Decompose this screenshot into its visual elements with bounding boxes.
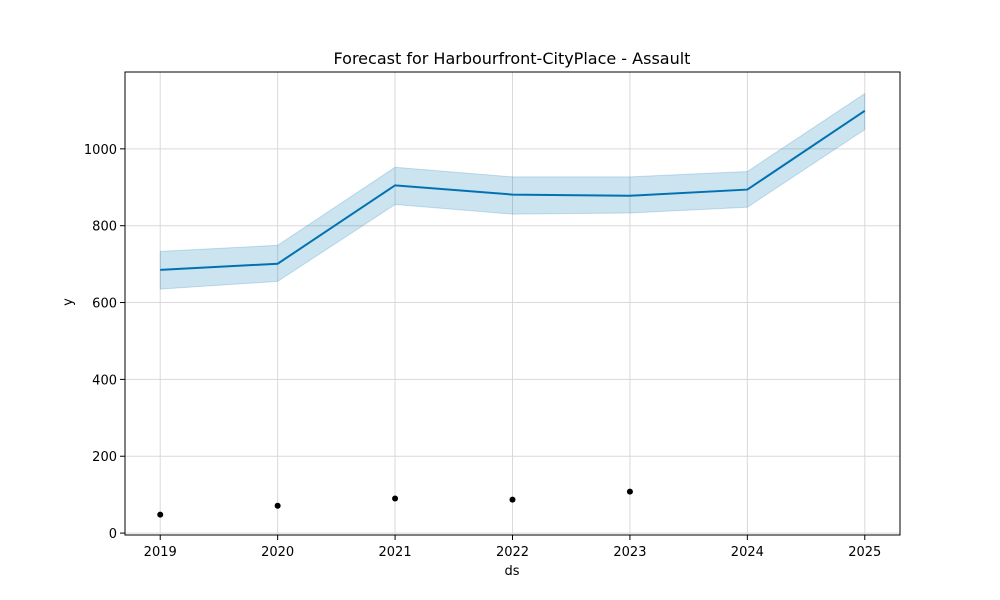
x-tick-label: 2021 — [379, 545, 412, 560]
x-axis-ticks: 2019 2020 2021 2022 2023 2024 2025 — [144, 535, 881, 560]
x-tick-label: 2023 — [613, 545, 646, 560]
observed-point — [509, 496, 516, 503]
y-tick-label: 400 — [92, 373, 117, 388]
x-tick-label: 2025 — [848, 545, 881, 560]
chart-title: Forecast for Harbourfront-CityPlace - As… — [334, 49, 691, 68]
x-tick-label: 2020 — [261, 545, 294, 560]
x-tick-label: 2019 — [144, 545, 177, 560]
y-axis-ticks: 0 200 400 600 800 1000 — [84, 143, 125, 542]
observed-point — [274, 502, 281, 509]
observed-point — [157, 511, 164, 518]
grid-lines — [125, 72, 900, 535]
forecast-line — [160, 109, 866, 271]
y-tick-label: 0 — [109, 527, 117, 542]
observed-point — [626, 488, 633, 495]
x-axis-label: ds — [504, 564, 519, 579]
forecast-interval-band — [159, 92, 866, 290]
y-tick-label: 800 — [92, 220, 117, 235]
y-tick-label: 200 — [92, 450, 117, 465]
x-tick-label: 2022 — [496, 545, 529, 560]
x-tick-label: 2024 — [731, 545, 764, 560]
y-axis-label: y — [61, 298, 76, 306]
forecast-line-layer — [160, 109, 866, 271]
y-tick-label: 1000 — [84, 143, 117, 158]
y-tick-label: 600 — [92, 297, 117, 312]
observed-point — [392, 495, 399, 502]
uncertainty-band — [159, 92, 866, 290]
observed-points — [157, 488, 633, 518]
